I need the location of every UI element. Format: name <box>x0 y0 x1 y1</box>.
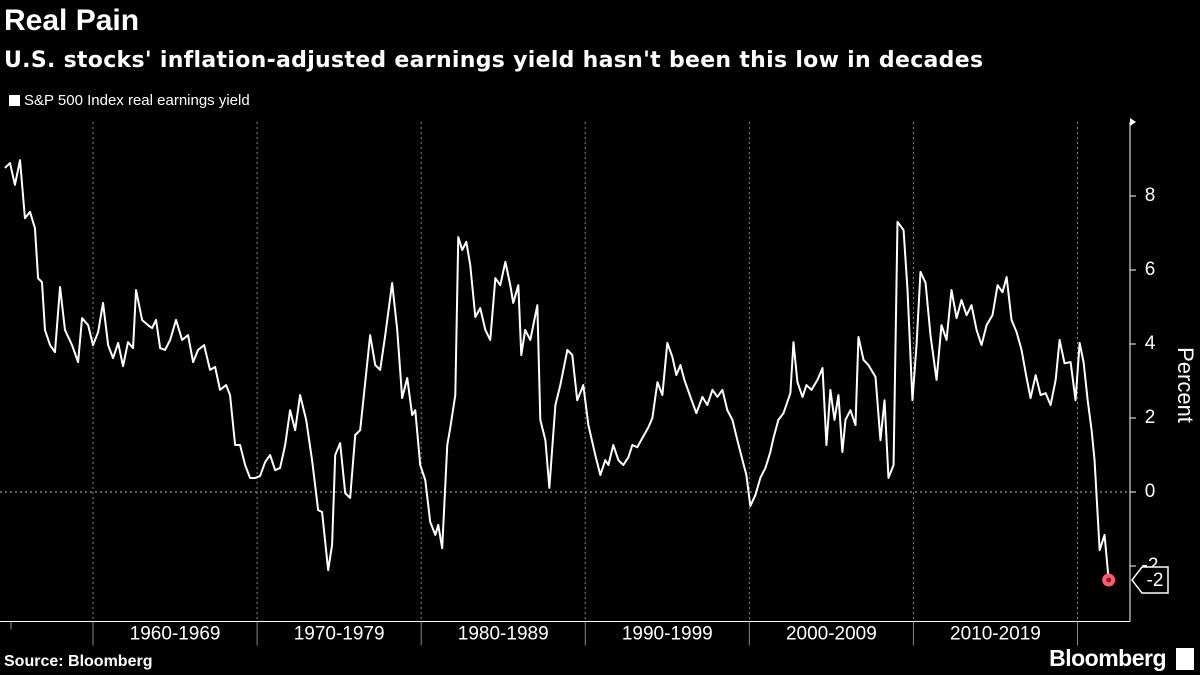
y-tick-label: 8 <box>1145 185 1156 206</box>
x-tick-label: 1970-1979 <box>294 624 385 645</box>
legend-label: S&P 500 Index real earnings yield <box>24 92 250 109</box>
x-tick-label: 2010-2019 <box>950 624 1041 645</box>
chart-subtitle: U.S. stocks' inflation-adjusted earnings… <box>4 48 983 73</box>
x-tick-label: 1980-1989 <box>458 624 549 645</box>
brand-icon <box>1176 648 1194 670</box>
y-tick-label: 2 <box>1145 407 1156 428</box>
end-marker-core <box>1106 577 1112 583</box>
y-tick-label: 6 <box>1145 259 1156 280</box>
x-tick-label: 1990-1999 <box>622 624 713 645</box>
y-axis-label: Percent <box>1173 347 1198 423</box>
x-tick-label: 1960-1969 <box>130 624 221 645</box>
end-label-box <box>1131 566 1169 594</box>
brand: Bloomberg <box>1049 645 1166 671</box>
end-label: -2 <box>1147 570 1164 591</box>
source: Source: Bloomberg <box>4 653 152 670</box>
legend-swatch <box>9 95 20 106</box>
axis-arrow <box>1130 118 1136 126</box>
chart-title: Real Pain <box>4 4 139 37</box>
x-tick-label: 2000-2009 <box>786 624 877 645</box>
y-tick-label: 0 <box>1145 481 1156 502</box>
series-line <box>4 159 1110 581</box>
y-tick-label: 4 <box>1145 333 1156 354</box>
